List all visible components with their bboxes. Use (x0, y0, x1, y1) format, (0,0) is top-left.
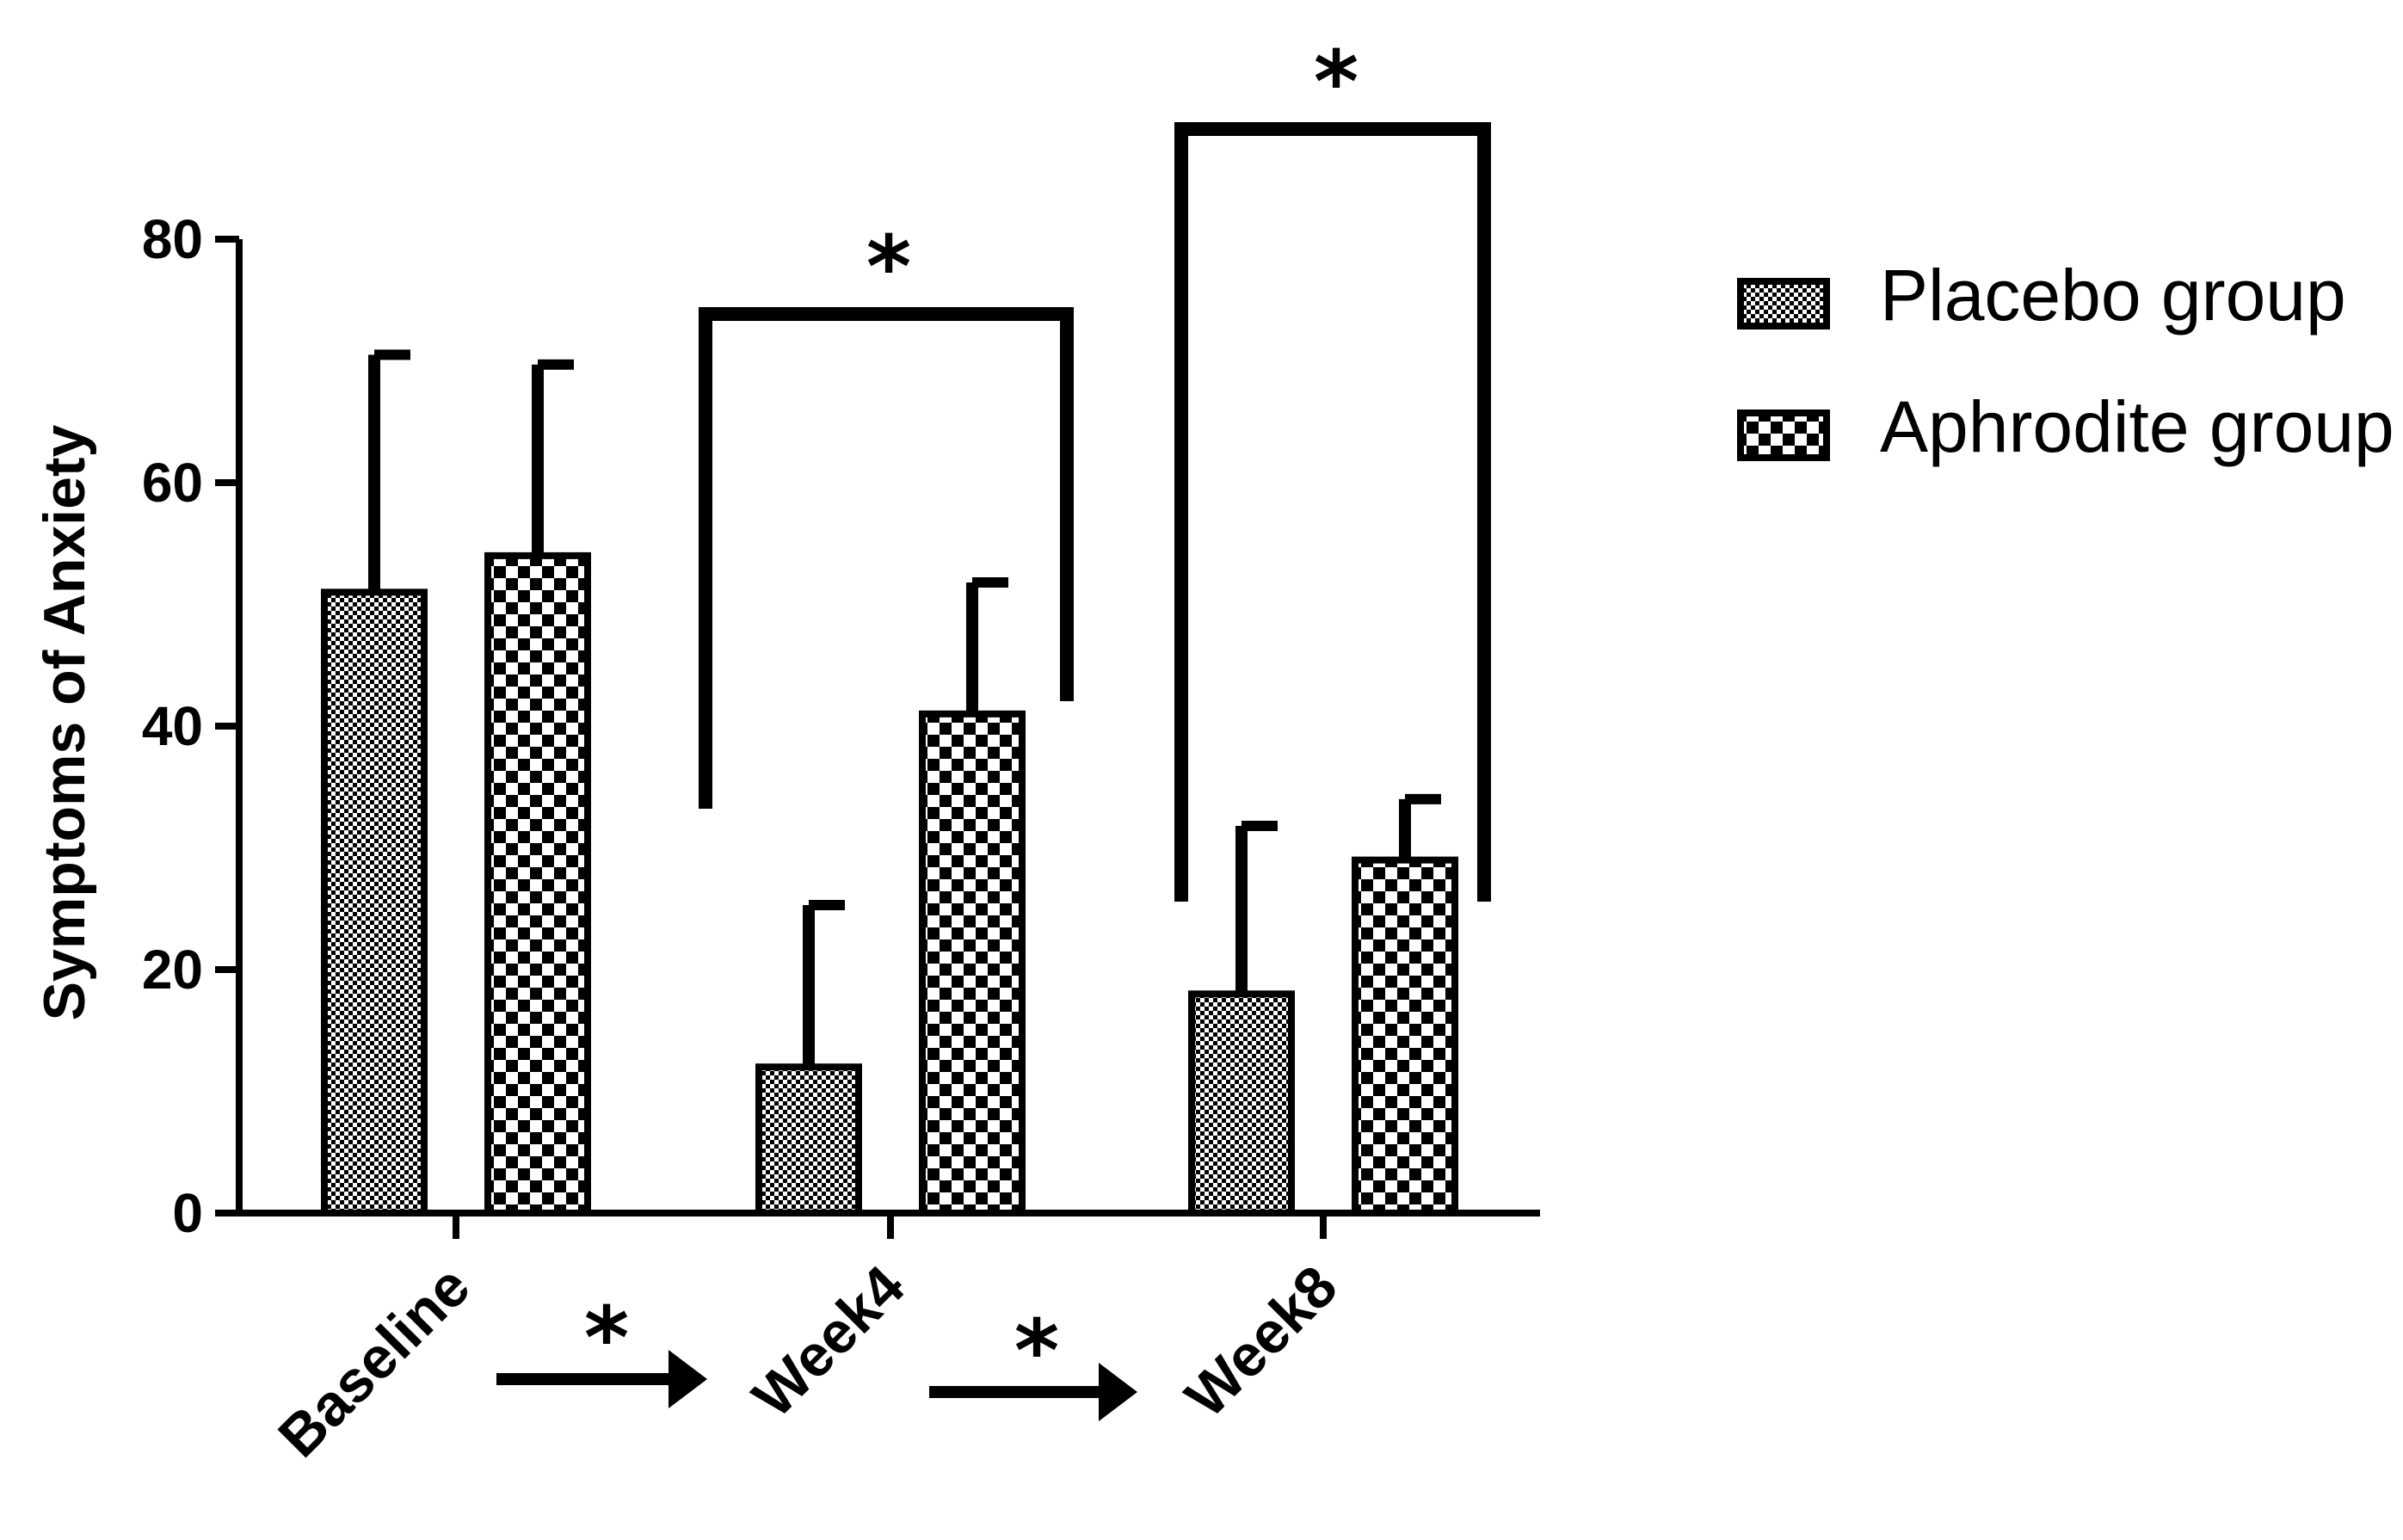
bar (321, 588, 428, 1217)
significance-star: * (1314, 32, 1359, 132)
x-axis-ticks: Baseline Week4 Week8 (266, 1213, 1350, 1469)
y-axis-label: Symptoms of Anxiety (32, 424, 97, 1020)
legend-swatch (1737, 410, 1830, 461)
arrow-head-icon (1099, 1363, 1137, 1421)
legend: Placebo group Aphrodite group (1737, 255, 2394, 467)
x-tick-label: Week8 (1173, 1254, 1349, 1430)
arrow-head-icon (669, 1350, 707, 1408)
legend-label: Placebo group (1880, 255, 2346, 336)
y-axis-ticks: 0 20 40 60 80 (142, 208, 239, 1244)
bar (484, 551, 591, 1217)
y-tick-label: 60 (142, 452, 203, 514)
y-tick-label: 20 (142, 939, 203, 1001)
bar (919, 710, 1026, 1217)
significance-bracket (699, 307, 1074, 809)
y-tick-label: 80 (142, 208, 203, 270)
significance-annotations: * * * * (496, 32, 1491, 1421)
legend-label: Aphrodite group (1880, 386, 2394, 467)
y-tick-label: 40 (142, 695, 203, 757)
bar (1352, 856, 1458, 1217)
significance-star: * (584, 1288, 629, 1389)
significance-bracket (1174, 122, 1491, 902)
bars (321, 349, 1458, 1217)
bar (1188, 990, 1295, 1217)
significance-star: * (866, 217, 911, 317)
y-tick-label: 0 (172, 1182, 203, 1244)
significance-star: * (1014, 1301, 1059, 1401)
x-tick-label: Week4 (740, 1254, 916, 1430)
bar (755, 1063, 862, 1217)
x-tick-label: Baseline (266, 1254, 483, 1470)
legend-swatch (1737, 278, 1830, 330)
